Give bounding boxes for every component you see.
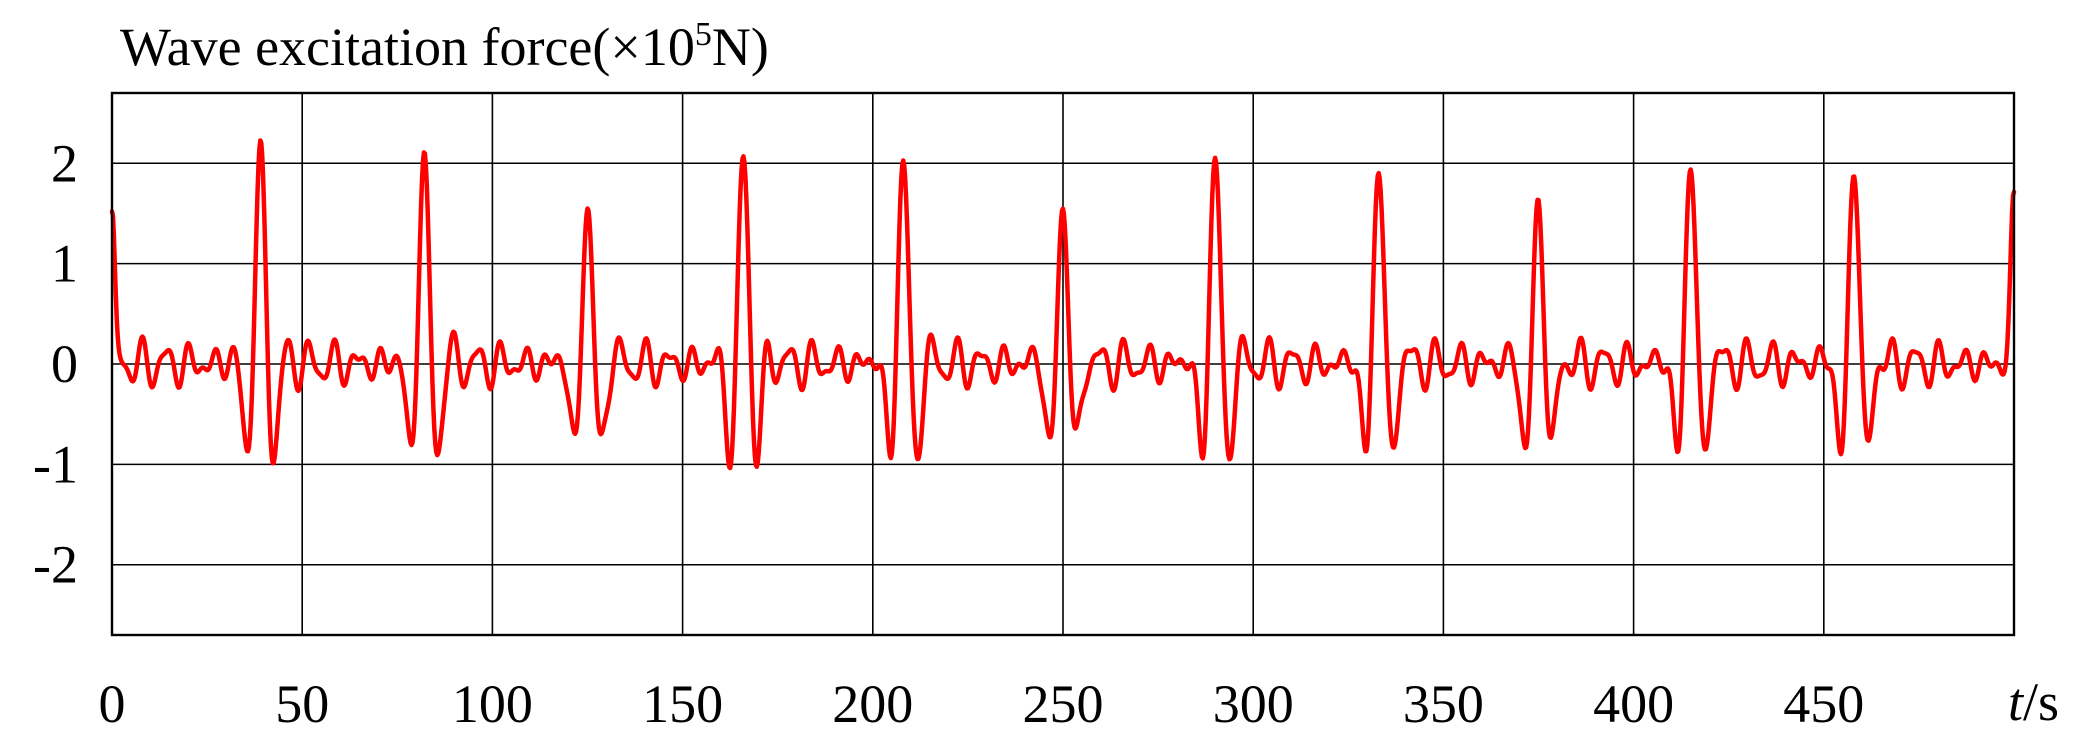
x-tick-label: 450 xyxy=(1783,674,1864,734)
x-axis-label: t/s xyxy=(2008,672,2059,732)
y-tick-label: 1 xyxy=(51,234,78,294)
series-line xyxy=(109,138,2017,471)
x-tick-labels: 0 50 100 150 200 250 300 350 400 450 xyxy=(99,674,1865,734)
x-tick-label: 350 xyxy=(1403,674,1484,734)
x-tick-label: 100 xyxy=(452,674,533,734)
chart-title: Wave excitation force(×105N) xyxy=(120,16,769,77)
y-tick-label: -1 xyxy=(33,434,78,494)
grid-lines xyxy=(112,93,2014,635)
plot-frame xyxy=(110,91,2016,637)
x-tick-label: 400 xyxy=(1593,674,1674,734)
y-tick-label: 2 xyxy=(51,133,78,193)
x-tick-label: 150 xyxy=(642,674,723,734)
x-tick-label: 200 xyxy=(832,674,913,734)
x-tick-label: 250 xyxy=(1023,674,1104,734)
x-tick-label: 50 xyxy=(275,674,329,734)
y-tick-label: 0 xyxy=(51,334,78,394)
x-tick-label: 300 xyxy=(1213,674,1294,734)
x-tick-label: 0 xyxy=(99,674,126,734)
y-tick-label: -2 xyxy=(33,535,78,595)
y-tick-labels: 2 1 0 -1 -2 xyxy=(33,133,78,594)
